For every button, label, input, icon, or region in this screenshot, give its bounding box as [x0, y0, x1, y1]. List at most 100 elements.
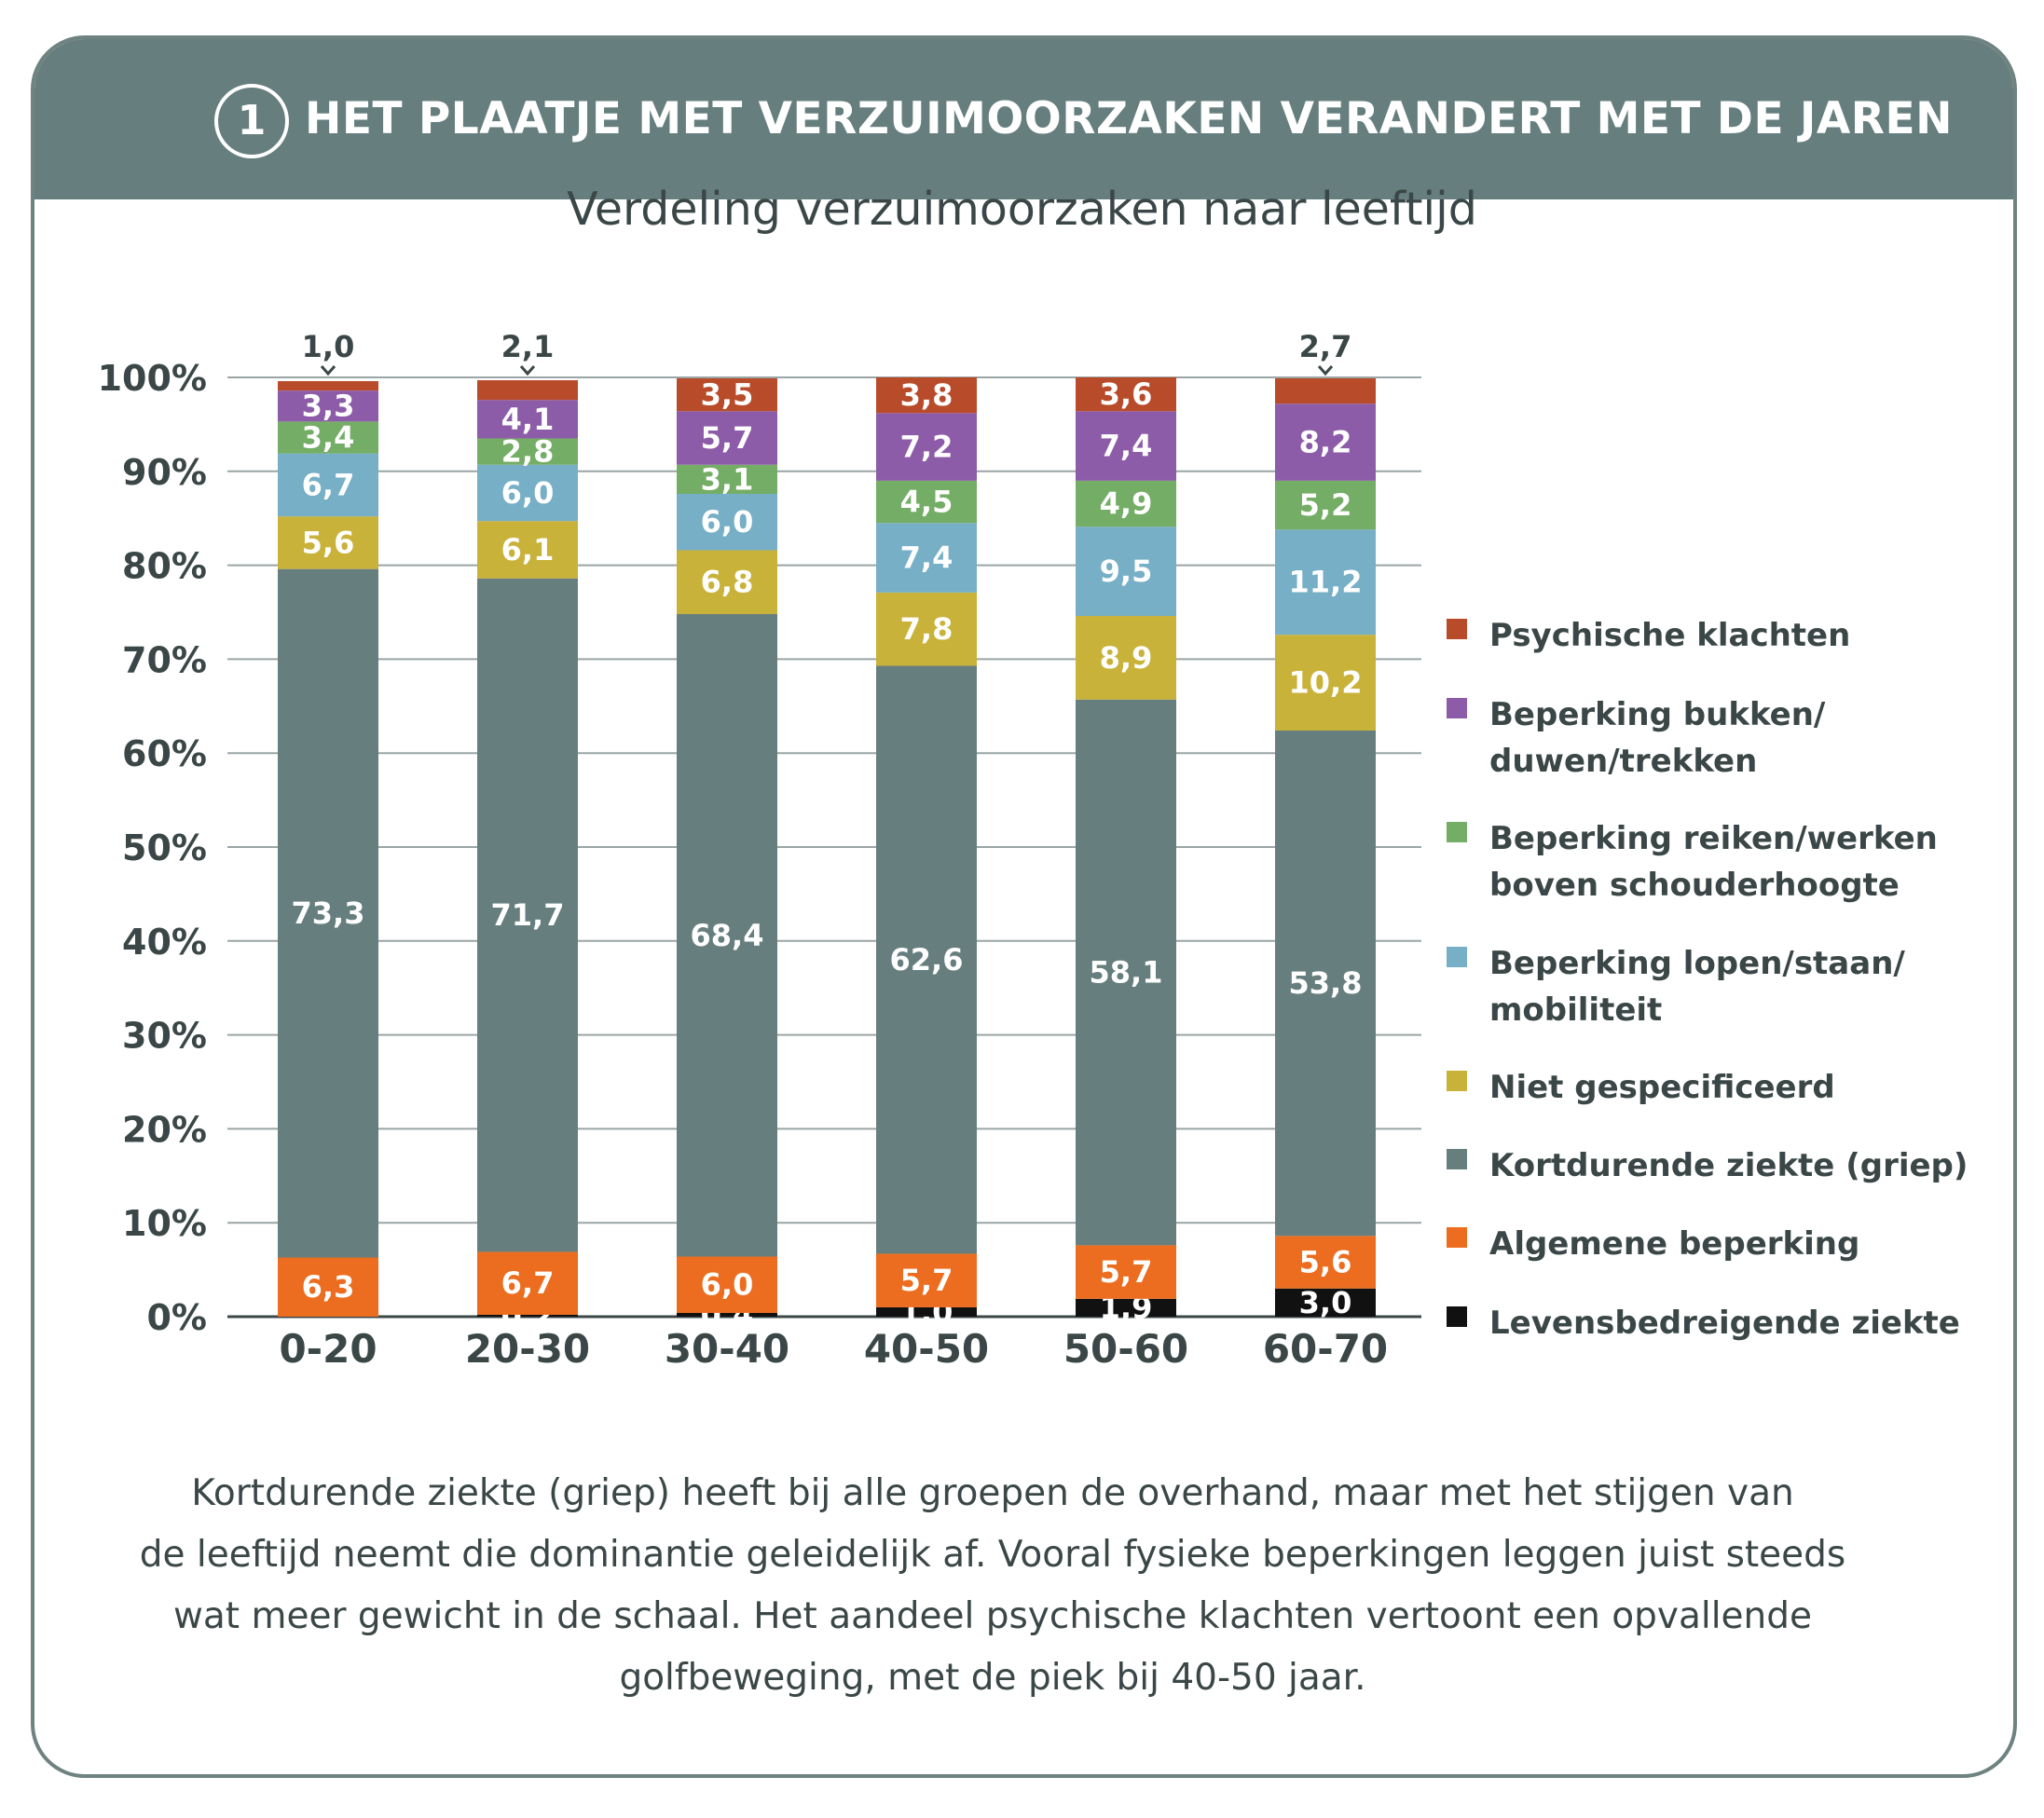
data-label: 6,0 [501, 475, 555, 511]
caption-line: wat meer gewicht in de schaal. Het aande… [173, 1595, 1812, 1637]
header-bar: 1 HET PLAATJE MET VERZUIMOORZAKEN VERAND… [34, 39, 2013, 199]
bar-segment [1275, 635, 1376, 731]
legend-label: Niet gespecificeerd [1489, 1069, 1835, 1106]
bar-segment [1076, 1298, 1176, 1317]
data-label: 7,2 [900, 430, 953, 465]
bar-segment [1275, 529, 1376, 636]
bar-segment [477, 1314, 578, 1317]
data-label: 3,4 [302, 420, 355, 456]
legend-swatch [1447, 822, 1467, 842]
bar-segment [677, 1312, 777, 1317]
bar-segment [278, 421, 378, 454]
bar-segment [1076, 699, 1176, 1246]
y-tick-label: 70% [122, 639, 207, 680]
caption-line: golfbeweging, met de piek bij 40-50 jaar… [619, 1657, 1366, 1699]
bar-segment [1275, 731, 1376, 1237]
bar-segment [876, 480, 977, 524]
header-title: HET PLAATJE MET VERZUIMOORZAKEN VERANDER… [305, 93, 1953, 144]
data-label: 8,9 [1100, 640, 1153, 676]
data-label-above: 1,0 [302, 329, 355, 364]
bar-segment [1275, 1236, 1376, 1289]
pointer-chevron [519, 365, 536, 376]
data-label: 6,0 [701, 504, 754, 540]
bar-segment [477, 380, 578, 401]
legend-label: Kortdurende ziekte (griep) [1489, 1147, 1969, 1184]
legend-label: Levensbedreigende ziekte [1489, 1305, 1960, 1342]
y-tick-label: 90% [122, 452, 207, 493]
data-label: 71,7 [491, 897, 565, 933]
x-tick-label: 60-70 [1263, 1326, 1388, 1372]
bar-segment [677, 464, 777, 494]
legend-swatch [1447, 1149, 1467, 1169]
bar-segment [1076, 526, 1176, 617]
y-tick-label: 20% [122, 1109, 207, 1150]
bar-segment [477, 438, 578, 465]
caption-text: Kortdurende ziekte (griep) heeft bij all… [93, 1463, 1892, 1709]
bar-segment [876, 523, 977, 593]
bar-segment [1076, 1245, 1176, 1299]
legend-swatch [1447, 619, 1467, 639]
data-label: 73,3 [292, 895, 365, 931]
bar-segment [1076, 616, 1176, 700]
bar-segment [876, 1306, 977, 1317]
bar-segment [677, 493, 777, 551]
data-label: 3,1 [701, 461, 754, 497]
y-tick-label: 10% [122, 1203, 207, 1244]
bar-segment [278, 381, 378, 391]
y-tick-label: 0% [146, 1297, 207, 1338]
bar-segment [677, 378, 777, 412]
data-label: 3,3 [302, 389, 355, 424]
chart-title: Verdeling verzuimoorzaken naar leeftijd [567, 183, 1477, 236]
bar-segment [677, 411, 777, 465]
bar-segment [278, 1257, 378, 1317]
pointer-chevron [1317, 365, 1334, 376]
bar-segment [477, 578, 578, 1252]
bar-segment [1275, 378, 1376, 404]
legend-label: Beperking bukken/duwen/trekken [1489, 696, 1826, 780]
x-tick-label: 50-60 [1063, 1326, 1188, 1372]
bar-segment [876, 377, 977, 414]
bar-segment [1275, 403, 1376, 481]
data-label: 11,2 [1289, 565, 1363, 600]
bar-segment [477, 400, 578, 439]
data-label: 6,3 [302, 1269, 355, 1305]
data-label: 7,8 [900, 611, 953, 647]
data-label: 6,8 [701, 565, 754, 600]
bar-segment [1076, 480, 1176, 527]
data-label: 2,8 [501, 434, 555, 470]
data-label: 4,1 [501, 402, 555, 437]
legend-label: Psychische klachten [1489, 617, 1851, 654]
x-tick-label: 40-50 [864, 1326, 989, 1372]
pointer-chevron [320, 365, 336, 376]
bar-segment [477, 464, 578, 522]
bar-segment [1275, 1288, 1376, 1317]
legend-swatch [1447, 1306, 1467, 1327]
y-tick-label: 60% [122, 733, 207, 774]
data-label: 3,0 [1299, 1285, 1352, 1320]
legend-swatch [1447, 1071, 1467, 1091]
section-number-badge: 1 [214, 84, 289, 158]
bar-segment [477, 521, 578, 579]
data-label: 8,2 [1299, 425, 1352, 460]
data-label: 68,4 [691, 918, 764, 953]
bar-segment [477, 1251, 578, 1315]
bar-segment [677, 1256, 777, 1313]
caption-line: de leeftijd neemt die dominantie geleide… [139, 1534, 1846, 1576]
data-label: 62,6 [890, 942, 964, 977]
data-label: 7,4 [1100, 429, 1153, 464]
data-label: 3,6 [1100, 376, 1153, 412]
bar-segment [876, 1253, 977, 1307]
bar-segment [278, 516, 378, 569]
bar-segment [278, 453, 378, 517]
data-label: 4,9 [1100, 486, 1153, 522]
x-tick-label: 0-20 [279, 1326, 377, 1372]
bar-segment [677, 550, 777, 615]
y-tick-label: 50% [122, 827, 207, 868]
data-label: 9,5 [1100, 554, 1153, 589]
legend-label: Beperking lopen/staan/mobiliteit [1489, 945, 1905, 1029]
legend-swatch [1447, 1227, 1467, 1248]
legend-label: Beperking reiken/werken boven schouderhoo… [1489, 820, 1938, 904]
data-label: 5,2 [1299, 487, 1352, 523]
data-label: 58,1 [1090, 955, 1163, 991]
